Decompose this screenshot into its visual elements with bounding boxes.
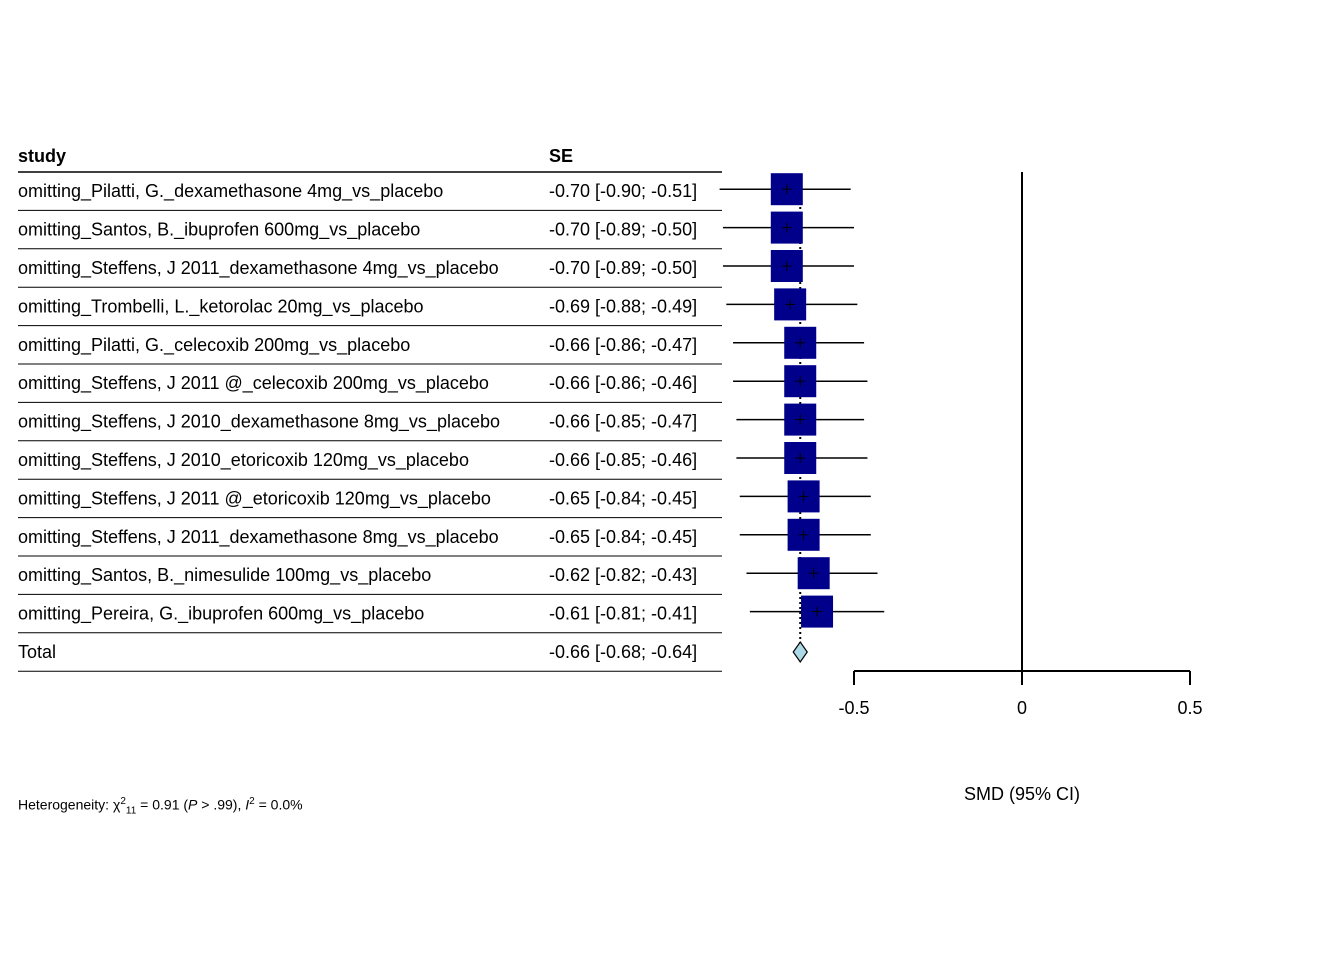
effect-label: -0.70 [-0.90; -0.51] — [549, 181, 697, 201]
p-label: P — [188, 796, 198, 813]
x-tick-label: 0.5 — [1177, 698, 1202, 718]
heterogeneity-stats: Heterogeneity: χ211 = 0.91 (P > .99), I2… — [18, 796, 303, 817]
study-label: omitting_Pilatti, G._dexamethasone 4mg_v… — [18, 181, 443, 202]
pooled-diamond — [792, 640, 808, 664]
chi-df: 11 — [125, 805, 137, 817]
study-label: omitting_Steffens, J 2011_dexamethasone … — [18, 527, 499, 548]
p-value: > .99), — [197, 796, 246, 813]
i2-label: I — [245, 796, 250, 813]
total-label: Total — [18, 642, 56, 662]
column-header-effect: SE — [549, 146, 573, 166]
chi-symbol: χ — [112, 796, 121, 813]
effect-label: -0.70 [-0.89; -0.50] — [549, 258, 697, 278]
study-label: omitting_Pereira, G._ibuprofen 600mg_vs_… — [18, 604, 424, 625]
column-header-study: study — [18, 146, 66, 166]
study-rows: omitting_Pilatti, G._dexamethasone 4mg_v… — [18, 171, 722, 672]
total-effect-label: -0.66 [-0.68; -0.64] — [549, 642, 697, 662]
effect-label: -0.65 [-0.84; -0.45] — [549, 527, 697, 547]
x-axis: -0.5 0 0.5 — [838, 670, 1203, 718]
study-label: omitting_Pilatti, G._celecoxib 200mg_vs_… — [18, 335, 410, 356]
effect-label: -0.61 [-0.81; -0.41] — [549, 604, 697, 624]
x-axis-label: SMD (95% CI) — [964, 784, 1080, 804]
study-label: omitting_Steffens, J 2011 @_celecoxib 20… — [18, 373, 489, 394]
study-label: omitting_Santos, B._nimesulide 100mg_vs_… — [18, 565, 431, 586]
effect-label: -0.69 [-0.88; -0.49] — [549, 296, 697, 316]
study-label: omitting_Steffens, J 2010_etoricoxib 120… — [18, 450, 469, 471]
effect-label: -0.66 [-0.86; -0.46] — [549, 373, 697, 393]
effect-label: -0.66 [-0.85; -0.46] — [549, 450, 697, 470]
study-label: omitting_Santos, B._ibuprofen 600mg_vs_p… — [18, 220, 420, 241]
chart-marks — [719, 172, 1023, 671]
x-tick-label: -0.5 — [838, 698, 869, 718]
study-label: omitting_Steffens, J 2011_dexamethasone … — [18, 258, 499, 279]
heterogeneity-prefix: Heterogeneity: — [18, 796, 113, 813]
x-tick-label: 0 — [1017, 698, 1027, 718]
effect-label: -0.70 [-0.89; -0.50] — [549, 220, 697, 240]
study-label: omitting_Steffens, J 2010_dexamethasone … — [18, 412, 500, 433]
study-label: omitting_Steffens, J 2011 @_etoricoxib 1… — [18, 488, 491, 509]
effect-label: -0.66 [-0.85; -0.47] — [549, 412, 697, 432]
i2-value: 0.0% — [270, 796, 303, 813]
effect-label: -0.62 [-0.82; -0.43] — [549, 565, 697, 585]
study-label: omitting_Trombelli, L._ketorolac 20mg_vs… — [18, 296, 424, 317]
chi-value: 0.91 — [152, 796, 180, 813]
effect-label: -0.65 [-0.84; -0.45] — [549, 488, 697, 508]
effect-label: -0.66 [-0.86; -0.47] — [549, 335, 697, 355]
